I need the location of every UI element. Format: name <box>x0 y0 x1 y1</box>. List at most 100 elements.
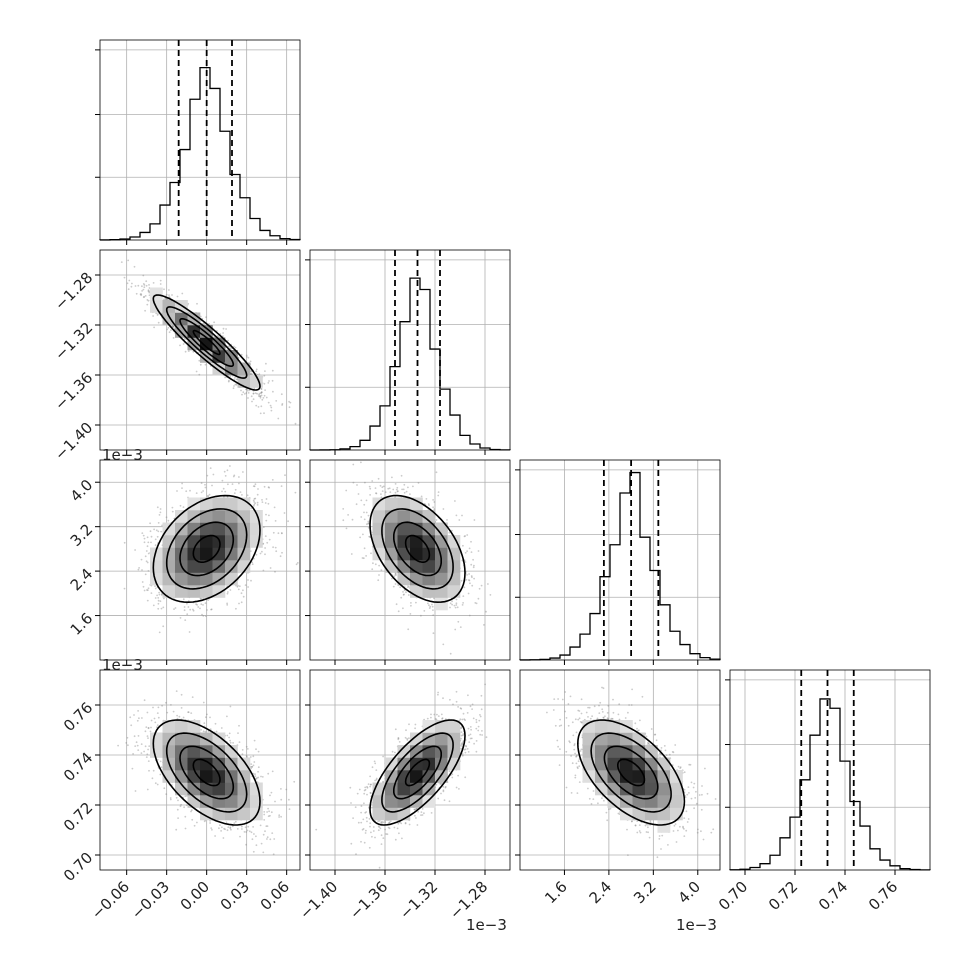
sample-point <box>410 604 412 607</box>
sample-point <box>158 593 161 596</box>
sample-point <box>142 288 145 291</box>
panel-0-0 <box>95 39 301 245</box>
sample-point <box>250 579 252 582</box>
sample-point <box>142 296 145 299</box>
sample-point <box>246 494 249 497</box>
sample-point <box>183 609 186 612</box>
sample-point <box>150 541 152 544</box>
sample-point <box>395 488 398 491</box>
sample-point <box>357 493 360 495</box>
sample-point <box>260 388 263 390</box>
density-cell <box>225 510 238 523</box>
sample-point <box>176 490 178 492</box>
sample-point <box>365 499 368 502</box>
contour-1-0-0 <box>192 329 221 356</box>
sample-point <box>154 544 157 547</box>
sample-point <box>261 398 264 401</box>
sample-point <box>435 471 438 474</box>
sample-point <box>232 475 235 478</box>
sample-point <box>258 373 261 375</box>
sample-point <box>123 587 126 590</box>
sample-point <box>415 601 417 604</box>
sample-point <box>192 350 195 353</box>
sample-point <box>233 378 236 381</box>
density-cell <box>212 510 226 523</box>
sample-point <box>453 604 456 607</box>
sample-point <box>143 589 146 592</box>
sample-point <box>382 485 385 488</box>
sample-point <box>158 514 161 516</box>
sample-point <box>255 368 258 371</box>
sample-point <box>238 482 240 485</box>
sample-point <box>131 282 133 285</box>
sample-point <box>204 602 207 604</box>
sample-point <box>168 294 170 296</box>
sample-point <box>262 526 265 528</box>
sample-point <box>252 485 255 487</box>
sample-point <box>189 608 192 611</box>
sample-point <box>171 325 174 327</box>
sample-point <box>264 389 266 391</box>
sample-point <box>159 508 162 510</box>
sample-point <box>149 522 152 525</box>
sample-point <box>130 285 133 288</box>
sample-point <box>368 485 371 488</box>
sample-point <box>176 295 179 298</box>
sample-point <box>234 346 237 349</box>
sample-point <box>128 279 131 282</box>
density-cell <box>237 510 251 523</box>
sample-point <box>242 595 245 598</box>
sample-point <box>477 597 480 600</box>
sample-point <box>251 400 253 403</box>
sample-point <box>195 492 198 494</box>
sample-point <box>139 293 142 296</box>
sample-point <box>402 607 404 610</box>
sample-point <box>242 391 245 394</box>
sample-point <box>143 286 146 289</box>
sample-point <box>280 485 283 487</box>
sample-point <box>369 494 371 496</box>
sample-point <box>140 294 143 297</box>
sample-point <box>405 490 408 493</box>
density-cell <box>175 547 188 561</box>
sample-point <box>437 494 440 497</box>
contour-2-0-1 <box>179 521 235 577</box>
sample-point <box>432 614 435 617</box>
sample-point <box>396 490 399 493</box>
sample-point <box>407 628 410 631</box>
sample-point <box>146 599 149 602</box>
sample-point <box>153 528 156 531</box>
sample-point <box>409 613 412 615</box>
sample-point <box>192 609 195 612</box>
sample-point <box>274 520 277 522</box>
sample-point <box>403 483 406 486</box>
sample-point <box>127 288 130 291</box>
sample-point <box>437 491 440 493</box>
sample-point <box>462 544 464 547</box>
sample-point <box>252 392 255 395</box>
sample-point <box>296 562 299 564</box>
sample-point <box>287 520 289 523</box>
sample-point <box>147 290 150 292</box>
sample-point <box>389 491 392 493</box>
sample-point <box>141 532 144 534</box>
sample-point <box>260 388 263 390</box>
sample-point <box>288 400 290 403</box>
sample-point <box>127 259 130 262</box>
sample-point <box>164 298 167 300</box>
density-cell <box>162 585 176 598</box>
sample-point <box>470 540 472 543</box>
sample-point <box>187 606 190 608</box>
density-cell <box>150 287 163 301</box>
sample-point <box>372 562 374 565</box>
panel-1-1 <box>305 249 511 455</box>
sample-point <box>370 552 372 555</box>
sample-point <box>182 598 185 601</box>
sample-point <box>162 625 165 628</box>
sample-point <box>254 497 257 500</box>
sample-point <box>202 604 204 606</box>
sample-point <box>184 619 187 621</box>
sample-point <box>253 497 256 500</box>
sample-point <box>159 600 162 603</box>
sample-point <box>233 345 235 348</box>
